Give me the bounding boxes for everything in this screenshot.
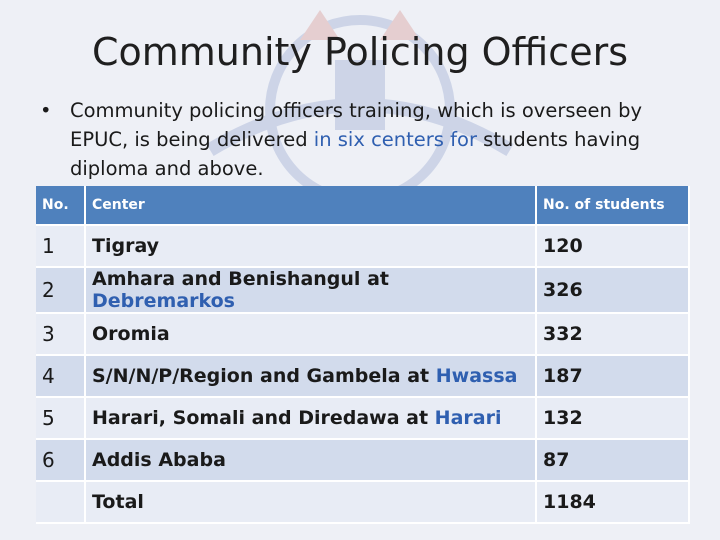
bullet-text-part: Community policing officers training, wh… (70, 99, 642, 151)
row-center: Addis Ababa (86, 440, 537, 482)
table-row: 4 S/N/N/P/Region and Gambela at Hwassa 187 (36, 356, 690, 398)
row-students: 326 (537, 268, 690, 314)
row-number: 4 (36, 356, 86, 398)
table-row: 3 Oromia 332 (36, 314, 690, 356)
center-location: Debremarkos (92, 290, 235, 312)
table-row: 6 Addis Ababa 87 (36, 440, 690, 482)
total-number-cell (36, 482, 86, 524)
row-number: 2 (36, 268, 86, 314)
row-center: Harari, Somali and Diredawa at Harari (86, 398, 537, 440)
row-center: Amhara and Benishangul at Debremarkos (86, 268, 537, 314)
row-students: 132 (537, 398, 690, 440)
header-center: Center (86, 186, 537, 226)
table-header-row: No. Center No. of students (36, 186, 690, 226)
row-center: S/N/N/P/Region and Gambela at Hwassa (86, 356, 537, 398)
row-number: 3 (36, 314, 86, 356)
table-row: 2 Amhara and Benishangul at Debremarkos 32… (36, 268, 690, 314)
center-location: Harari (434, 407, 502, 429)
total-students: 1184 (537, 482, 690, 524)
emblem-watermark (206, 10, 514, 200)
row-students: 187 (537, 356, 690, 398)
row-students: 332 (537, 314, 690, 356)
bullet-text-part: students having diploma and above. (70, 128, 641, 180)
row-center: Oromia (86, 314, 537, 356)
row-students: 120 (537, 226, 690, 268)
total-label: Total (86, 482, 537, 524)
row-center: Tigray (86, 226, 537, 268)
center-name: Harari, Somali and Diredawa at (92, 407, 435, 429)
row-number: 6 (36, 440, 86, 482)
centers-table: No. Center No. of students 1 Tigray 120 2 Am… (36, 186, 690, 524)
header-students: No. of students (537, 186, 690, 226)
bullet-text-highlight: in six centers for (313, 128, 477, 151)
row-number: 1 (36, 226, 86, 268)
slide-title: Community Policing Officers (91, 30, 628, 74)
bullet-marker: • (40, 99, 52, 122)
center-location: Hwassa (435, 365, 518, 387)
center-name: Amhara and Benishangul at (92, 268, 389, 290)
bullet-point: • Community policing officers training, … (40, 96, 660, 183)
center-name: S/N/N/P/Region and Gambela at (92, 365, 436, 387)
header-no: No. (36, 186, 86, 226)
table-row: 5 Harari, Somali and Diredawa at Harari 13… (36, 398, 690, 440)
center-name: Addis Ababa (92, 449, 226, 471)
center-name: Oromia (92, 323, 170, 345)
row-number: 5 (36, 398, 86, 440)
table-total-row: Total 1184 (36, 482, 690, 524)
center-name: Tigray (92, 235, 160, 257)
row-students: 87 (537, 440, 690, 482)
bullet-text: Community policing officers training, wh… (70, 96, 660, 183)
table-row: 1 Tigray 120 (36, 226, 690, 268)
